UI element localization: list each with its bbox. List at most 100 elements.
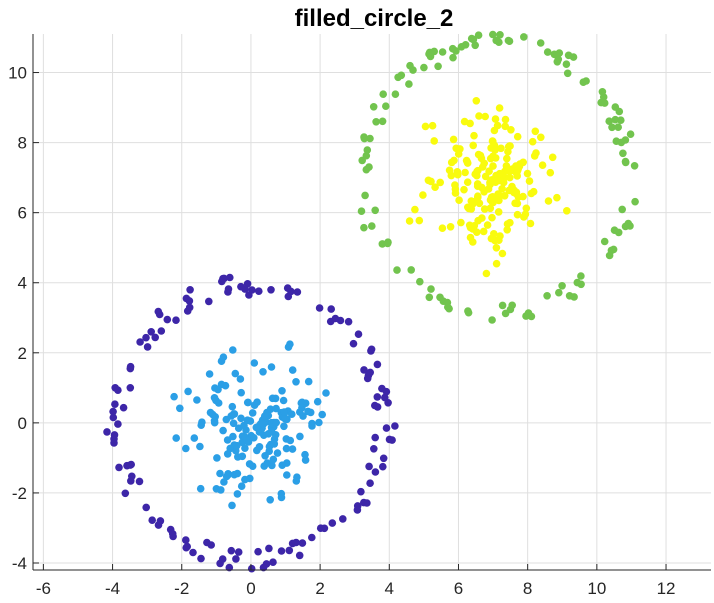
data-point (344, 317, 353, 326)
data-point (473, 171, 481, 180)
data-point (473, 228, 481, 236)
data-point (269, 558, 277, 566)
y-axis-ticks: -4 -2 0 2 4 6 8 10 (8, 64, 39, 573)
data-point (505, 186, 513, 195)
data-point (513, 199, 522, 208)
data-point (378, 384, 386, 393)
data-point (491, 154, 500, 162)
data-point (562, 60, 571, 68)
data-point (461, 41, 470, 49)
data-point (407, 266, 416, 274)
data-point (282, 444, 291, 453)
data-point (379, 454, 388, 463)
data-point (411, 205, 419, 214)
data-point (328, 519, 337, 527)
data-point (157, 327, 166, 335)
data-point (420, 63, 428, 72)
data-point (259, 368, 267, 376)
data-point (506, 173, 514, 182)
data-point (490, 126, 499, 135)
data-point (250, 401, 259, 410)
data-point (248, 409, 257, 417)
data-point (514, 193, 523, 201)
data-point (475, 112, 483, 120)
data-point (288, 410, 296, 419)
data-point (266, 496, 275, 504)
data-point (463, 178, 472, 186)
data-point (103, 428, 111, 436)
data-point (497, 144, 505, 153)
x-tick-label: -6 (36, 579, 51, 598)
data-point (196, 484, 205, 493)
data-point (455, 196, 463, 204)
data-point (397, 71, 406, 80)
data-point (503, 154, 511, 163)
data-point (360, 133, 368, 141)
data-point (621, 136, 630, 144)
data-point (512, 162, 520, 170)
data-point (614, 123, 622, 131)
data-point (299, 412, 307, 420)
x-axis-ticks: -6 -4 -2 0 2 4 6 8 10 12 (36, 564, 675, 598)
data-point (494, 208, 503, 216)
data-point (292, 378, 300, 386)
data-point (357, 487, 365, 496)
data-point (354, 330, 363, 339)
data-point (186, 286, 194, 294)
data-point (295, 551, 304, 560)
data-point (469, 141, 478, 150)
data-point (190, 434, 199, 442)
data-point (503, 226, 512, 234)
data-point (558, 282, 566, 290)
data-point (498, 301, 507, 310)
data-point (419, 191, 427, 199)
data-point (492, 259, 501, 268)
data-point (212, 485, 221, 493)
data-point (270, 440, 279, 448)
data-point (196, 442, 204, 451)
data-point (248, 286, 256, 294)
data-point (452, 47, 460, 55)
data-point (182, 536, 190, 544)
data-point (460, 117, 469, 126)
data-point (488, 316, 496, 324)
data-point (563, 207, 571, 215)
data-point (506, 142, 514, 150)
data-point (431, 183, 439, 191)
data-point (142, 503, 150, 512)
data-point (172, 316, 180, 325)
data-point (366, 479, 374, 488)
y-tick-label: 0 (18, 414, 27, 433)
data-point (438, 224, 447, 232)
data-point (463, 158, 472, 166)
grid (33, 34, 711, 570)
data-point (523, 169, 532, 178)
data-point (598, 88, 607, 96)
data-point (111, 384, 119, 392)
data-point (496, 31, 504, 39)
data-point (529, 187, 538, 196)
data-point (254, 287, 263, 296)
data-point (232, 555, 240, 563)
data-point (176, 404, 184, 413)
data-point (577, 272, 585, 280)
data-point (521, 210, 530, 219)
data-point (151, 333, 159, 342)
data-point (391, 90, 400, 98)
data-point (228, 501, 236, 510)
data-point (205, 370, 214, 378)
data-point (610, 226, 619, 234)
data-point (233, 469, 242, 478)
data-point (279, 396, 288, 405)
data-point (126, 362, 135, 371)
data-point (512, 169, 521, 178)
data-point (236, 375, 245, 383)
data-point (362, 165, 371, 174)
data-point (474, 31, 483, 39)
data-point (486, 196, 495, 204)
data-point (631, 197, 639, 206)
data-point (172, 434, 180, 442)
data-point (238, 452, 247, 461)
data-point (495, 236, 503, 244)
data-point (213, 454, 221, 462)
